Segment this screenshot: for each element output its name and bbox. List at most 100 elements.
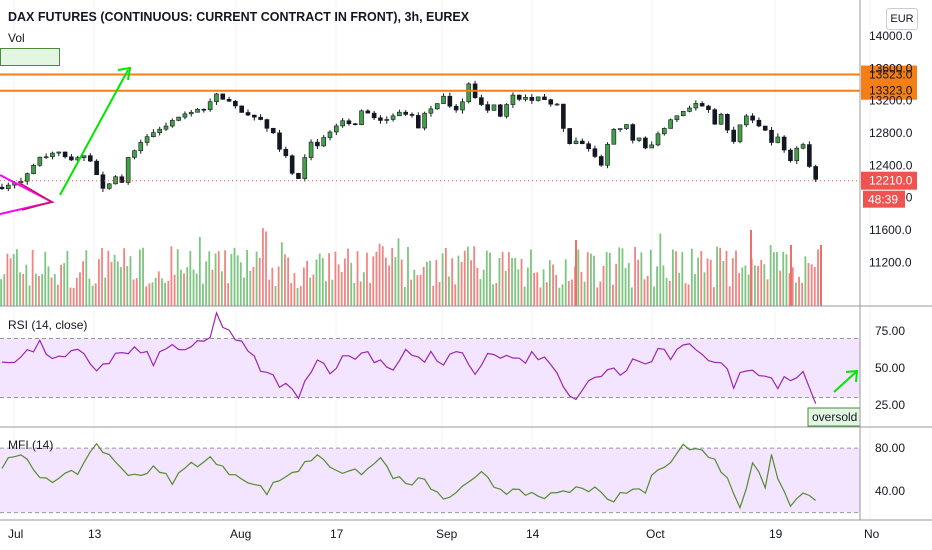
volume-bar [602, 265, 605, 306]
candle-body [636, 137, 642, 141]
candle-body [106, 183, 112, 189]
candle-body [762, 125, 768, 131]
volume-bar [728, 286, 731, 306]
volume-bar [517, 269, 520, 306]
candle-body [6, 184, 11, 190]
resistance-levels: 13523.0 13323.0 [0, 65, 917, 100]
volume-bar [309, 277, 312, 306]
candle-body [88, 155, 93, 162]
candle-body [346, 120, 352, 124]
volume-bar [706, 258, 709, 306]
candle-body [403, 111, 408, 115]
volume-bar [785, 254, 788, 306]
mfi-label: MFI (14) [8, 438, 54, 452]
candle-body [207, 101, 213, 110]
volume-bar [16, 249, 18, 306]
candle-body [542, 96, 547, 100]
mfi-line-path [1, 442, 817, 510]
volume-bar [558, 287, 561, 306]
volume-bar [50, 277, 53, 306]
candle-body [712, 109, 718, 125]
candle-body [788, 149, 793, 162]
volume-bar [403, 287, 406, 306]
volume-bar [634, 246, 636, 306]
volume-bar [659, 233, 662, 306]
candle-body [706, 105, 711, 110]
volume-bar [684, 283, 687, 306]
candle-body [718, 113, 724, 125]
currency-button[interactable]: EUR [886, 8, 918, 30]
candle-body [397, 111, 402, 117]
volume-bar [593, 255, 595, 306]
volume-bar [202, 283, 204, 306]
volume-bar [697, 257, 700, 306]
volume-bar [526, 267, 529, 306]
volume-bar [709, 259, 712, 306]
candle-body [630, 124, 636, 141]
mfi-line [1, 442, 817, 510]
volume-bar [6, 253, 9, 306]
volume-bar [656, 266, 658, 306]
candle-body [674, 115, 680, 121]
volume-bar [104, 277, 107, 306]
volume-bar [668, 280, 671, 306]
time-tick-label: 13 [88, 527, 102, 541]
volume-bar [448, 276, 450, 306]
candle-body [662, 128, 667, 135]
candle-body [384, 119, 390, 121]
candle-body [340, 120, 345, 127]
volume-bar [192, 269, 195, 306]
candle-body [510, 94, 516, 105]
candle-body [535, 96, 541, 101]
volume-bar [608, 252, 611, 306]
volume-bar [302, 267, 305, 306]
volume-bar [75, 278, 78, 306]
volume-bar [482, 269, 485, 306]
price-tick-label: 13600.0 [869, 61, 913, 75]
rsi-tick-label: 50.00 [875, 361, 905, 375]
green-arrowhead [845, 369, 859, 383]
volume-bar [145, 286, 148, 306]
candle-body [725, 113, 730, 131]
volume-bar [530, 249, 532, 306]
volume-bar [148, 283, 151, 306]
last-price-badge [861, 171, 917, 190]
volume-bar [164, 282, 166, 306]
volume-bar [429, 260, 431, 306]
candle-body [416, 115, 421, 129]
volume-bar [0, 279, 2, 306]
volume-bar [690, 248, 693, 306]
candle-body [605, 143, 610, 166]
volume-bar [334, 251, 337, 306]
candle-body [195, 108, 200, 113]
candle-body [138, 142, 144, 151]
volume-bar [56, 284, 59, 306]
volume-bar [567, 281, 570, 306]
candle-body [466, 83, 472, 103]
volume-bar [637, 259, 640, 306]
candle-body [252, 114, 257, 118]
volume-bar [798, 276, 800, 306]
volume-bars [0, 228, 822, 306]
volume-bar [820, 245, 822, 306]
volume-bar [38, 276, 40, 306]
oversold-label: oversold [812, 410, 857, 424]
candle-body [586, 143, 591, 150]
volume-bar [735, 250, 737, 306]
volume-bar [675, 251, 677, 306]
price-tick-label: 12800.0 [869, 126, 913, 140]
volume-bar [31, 249, 34, 306]
volume-bar [28, 285, 31, 306]
volume-bar [337, 264, 340, 306]
volume-label: Vol [8, 31, 25, 45]
candle-body [81, 155, 87, 158]
volume-bar [441, 253, 444, 306]
rsi-line [1, 311, 817, 404]
volume-bar [672, 249, 674, 306]
volume-bar [138, 249, 141, 306]
time-tick-label: 14 [526, 527, 540, 541]
mfi-tick-label: 80.00 [875, 441, 905, 455]
volume-bar [813, 267, 816, 306]
mfi-band [0, 447, 860, 514]
